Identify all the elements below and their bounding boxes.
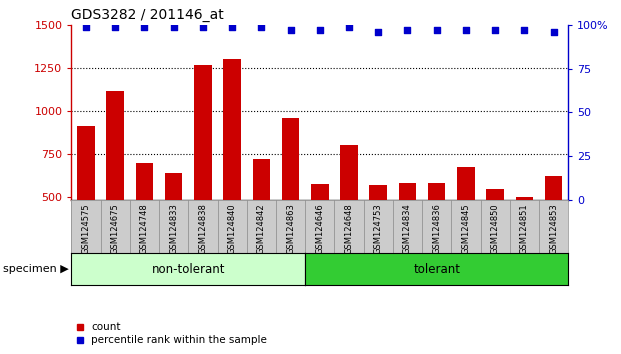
Point — [519, 27, 529, 33]
Text: GSM124842: GSM124842 — [257, 203, 266, 254]
Text: GSM124748: GSM124748 — [140, 203, 149, 254]
Text: GSM124851: GSM124851 — [520, 203, 529, 254]
Point — [461, 27, 471, 33]
Text: specimen ▶: specimen ▶ — [3, 264, 69, 274]
Bar — [486, 189, 504, 282]
Point — [490, 27, 500, 33]
Point — [432, 27, 442, 33]
Text: GSM124675: GSM124675 — [111, 203, 120, 254]
Point — [548, 29, 558, 35]
Text: GSM124833: GSM124833 — [169, 203, 178, 254]
Bar — [369, 184, 387, 282]
Point — [286, 27, 296, 33]
Point — [169, 24, 179, 29]
Text: GSM124646: GSM124646 — [315, 203, 324, 254]
Bar — [282, 118, 299, 282]
Point — [256, 24, 266, 29]
Bar — [165, 173, 183, 282]
Bar — [428, 183, 445, 282]
Text: GSM124840: GSM124840 — [228, 203, 237, 254]
Text: GSM124836: GSM124836 — [432, 203, 441, 254]
Point — [315, 27, 325, 33]
Bar — [399, 183, 416, 282]
Text: GSM124863: GSM124863 — [286, 203, 295, 254]
Bar — [106, 91, 124, 282]
Point — [111, 24, 120, 29]
Text: GSM124845: GSM124845 — [461, 203, 471, 254]
Text: GSM124575: GSM124575 — [81, 203, 91, 254]
Point — [140, 24, 150, 29]
Bar — [545, 176, 563, 282]
Bar — [77, 126, 95, 282]
Point — [198, 24, 208, 29]
Bar — [340, 145, 358, 282]
Text: GSM124648: GSM124648 — [345, 203, 353, 254]
Text: GSM124850: GSM124850 — [491, 203, 500, 254]
Point — [227, 24, 237, 29]
Bar — [136, 163, 153, 282]
Text: non-tolerant: non-tolerant — [152, 263, 225, 275]
Point — [81, 24, 91, 29]
Point — [344, 24, 354, 29]
Text: GDS3282 / 201146_at: GDS3282 / 201146_at — [71, 8, 224, 22]
Bar — [311, 184, 329, 282]
Point — [373, 29, 383, 35]
Text: GSM124838: GSM124838 — [199, 203, 207, 254]
Bar — [194, 65, 212, 282]
Text: GSM124753: GSM124753 — [374, 203, 383, 254]
Bar — [457, 167, 474, 282]
Bar — [515, 196, 533, 282]
Legend: count, percentile rank within the sample: count, percentile rank within the sample — [76, 322, 267, 345]
Text: GSM124834: GSM124834 — [403, 203, 412, 254]
Bar — [253, 159, 270, 282]
Point — [402, 27, 412, 33]
Text: GSM124853: GSM124853 — [549, 203, 558, 254]
Bar — [224, 59, 241, 282]
Text: tolerant: tolerant — [413, 263, 460, 275]
